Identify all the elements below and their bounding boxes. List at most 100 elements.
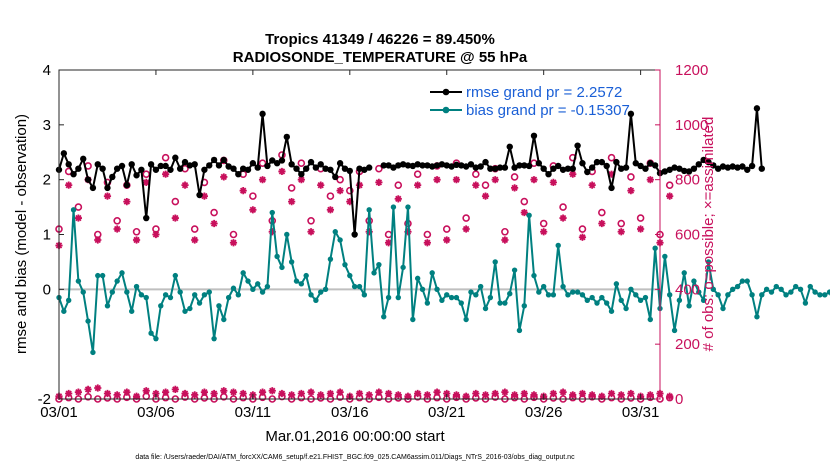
- bias-point: [793, 283, 799, 290]
- bias-point: [463, 316, 469, 323]
- bias-point: [313, 297, 319, 303]
- bias-point: [187, 305, 193, 312]
- bias-point: [763, 286, 770, 293]
- obs-assimilated-marker: [181, 389, 189, 398]
- bias-point: [502, 300, 508, 306]
- obs-assimilated-marker: [646, 391, 654, 399]
- bias-point: [531, 272, 537, 279]
- obs-possible-marker: [539, 219, 548, 228]
- obs-assimilated-marker: [394, 391, 402, 399]
- y-right-tick-label: 400: [675, 281, 700, 298]
- rmse-point: [215, 162, 223, 169]
- obs-assimilated-marker: [617, 228, 625, 236]
- bias-point: [642, 294, 649, 301]
- obs-assimilated-marker: [113, 225, 121, 233]
- bias-point: [221, 316, 227, 323]
- bias-point: [259, 289, 266, 295]
- rmse-point: [65, 161, 72, 168]
- rmse-point: [385, 162, 392, 169]
- rmse-point: [734, 164, 741, 171]
- rmse-point: [700, 156, 707, 164]
- bias-point: [371, 270, 377, 276]
- obs-assimilated-marker: [627, 389, 635, 398]
- obs-assimilated-marker: [414, 389, 422, 398]
- obs-assimilated-marker: [74, 388, 82, 396]
- bias-series: [56, 204, 830, 356]
- obs-assimilated-marker: [491, 176, 499, 184]
- bias-point: [153, 335, 159, 342]
- rmse-point: [588, 164, 596, 171]
- obs-assimilated-marker: [152, 230, 160, 239]
- bias-point: [511, 267, 518, 273]
- rmse-point: [264, 162, 271, 170]
- legend-rmse-marker: [442, 88, 450, 96]
- bias-point: [817, 292, 823, 298]
- bias-point: [303, 272, 309, 279]
- rmse-point: [477, 163, 484, 170]
- bias-point: [570, 289, 576, 295]
- obs-assimilated-marker: [617, 391, 625, 399]
- bias-point: [255, 281, 261, 287]
- y-left-tick-label: 1: [43, 227, 51, 244]
- rmse-point: [273, 160, 281, 167]
- obs-possible-marker: [617, 219, 626, 228]
- rmse-point: [75, 165, 82, 172]
- rmse-point: [254, 164, 261, 171]
- rmse-point: [753, 105, 761, 112]
- bias-point: [192, 292, 198, 298]
- obs-assimilated-marker: [132, 392, 141, 400]
- obs-possible-marker: [113, 216, 121, 225]
- obs-possible-marker: [636, 214, 645, 222]
- obs-assimilated-marker: [491, 389, 499, 398]
- bias-point: [279, 264, 285, 271]
- bias-point: [710, 286, 717, 293]
- bias-point: [691, 278, 697, 284]
- x-axis-label: Mar.01,2016 00:00:00 start: [265, 428, 445, 445]
- rmse-point: [409, 162, 417, 170]
- obs-assimilated-marker: [326, 389, 335, 398]
- obs-assimilated-marker: [317, 181, 325, 189]
- obs-assimilated-marker: [94, 384, 102, 392]
- rmse-point: [167, 166, 174, 173]
- obs-assimilated-marker: [433, 176, 441, 184]
- obs-assimilated-marker: [162, 388, 170, 396]
- rmse-point: [593, 158, 601, 166]
- rmse-point: [695, 161, 702, 168]
- obs-assimilated-marker: [162, 170, 170, 178]
- bias-point: [322, 286, 329, 293]
- rmse-point: [181, 158, 189, 166]
- x-tick-label: 03/16: [331, 404, 369, 421]
- rmse-point: [710, 162, 717, 169]
- rmse-point: [80, 155, 87, 163]
- bias-point: [633, 292, 639, 298]
- rmse-point: [705, 158, 712, 166]
- rmse-point: [104, 184, 111, 192]
- bias-point: [734, 283, 741, 290]
- rmse-point: [244, 166, 252, 173]
- bias-point: [652, 245, 658, 251]
- bias-point: [143, 294, 149, 301]
- obs-assimilated-marker: [666, 192, 674, 200]
- bias-point: [662, 253, 668, 260]
- obs-possible-marker: [462, 214, 470, 222]
- obs-assimilated-marker: [501, 236, 509, 244]
- x-tick-label: 03/06: [137, 404, 175, 421]
- bias-point: [216, 303, 222, 309]
- bias-point: [579, 292, 586, 298]
- bias-point: [351, 283, 358, 290]
- bias-point: [119, 270, 125, 276]
- bias-point: [608, 308, 615, 314]
- obs-assimilated-marker: [423, 239, 431, 247]
- rmse-point: [467, 161, 475, 168]
- obs-assimilated-marker: [142, 178, 150, 187]
- obs-assimilated-marker: [142, 387, 150, 395]
- rmse-point: [429, 163, 436, 170]
- bias-point: [797, 286, 804, 293]
- bias-point: [599, 294, 605, 301]
- rmse-point: [361, 166, 368, 173]
- bias-point: [206, 289, 212, 295]
- bias-point: [730, 286, 736, 293]
- bias-point: [589, 294, 595, 301]
- rmse-point: [172, 154, 179, 161]
- obs-assimilated-marker: [433, 388, 441, 396]
